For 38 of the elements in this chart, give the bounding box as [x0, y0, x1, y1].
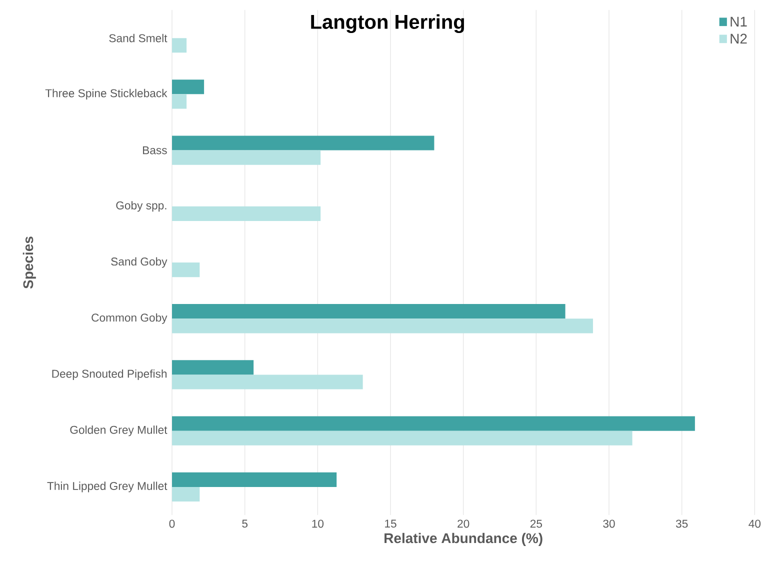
y-tick-label: Deep Snouted Pipefish [52, 369, 167, 380]
bar [172, 38, 187, 53]
y-tick-label: Three Spine Stickleback [45, 88, 168, 100]
x-tick-label: 25 [530, 520, 542, 528]
y-axis-title: Species [22, 236, 36, 289]
y-tick-label: Sand Smelt [109, 34, 168, 42]
x-tick-label: 20 [458, 520, 470, 528]
bar [172, 360, 254, 375]
y-tick-label: Goby spp. [116, 201, 166, 212]
y-tick-label: Thin Lipped Grey Mullet [47, 482, 168, 492]
x-tick-label: 40 [748, 520, 761, 528]
x-tick-label: 5 [242, 520, 248, 528]
bar [172, 472, 337, 487]
x-tick-label: 30 [603, 520, 615, 528]
bar [172, 304, 566, 319]
bar [172, 430, 632, 446]
bar [172, 486, 200, 502]
chart-title: Langton Herring [311, 14, 464, 34]
bar [172, 150, 321, 165]
y-tick-label: Sand Goby [111, 257, 168, 268]
x-tick-label: 0 [169, 520, 175, 528]
legend-label: N2 [730, 34, 747, 44]
x-tick-label: 15 [385, 520, 396, 528]
y-tick-label: Golden Grey Mullet [70, 426, 168, 436]
bar [172, 206, 321, 221]
bar [172, 94, 187, 109]
legend-label: N1 [730, 16, 747, 26]
bar [172, 136, 434, 150]
bar [172, 262, 200, 278]
x-axis-title: Relative Abundance (%) [384, 532, 542, 546]
bar [172, 80, 204, 94]
bar [172, 318, 593, 334]
y-tick-label: Common Goby [92, 313, 168, 324]
x-tick-label: 10 [312, 520, 324, 528]
bar [172, 374, 363, 390]
x-tick-label: 35 [676, 520, 688, 528]
bar [172, 416, 695, 431]
y-tick-label: Bass [143, 146, 167, 154]
